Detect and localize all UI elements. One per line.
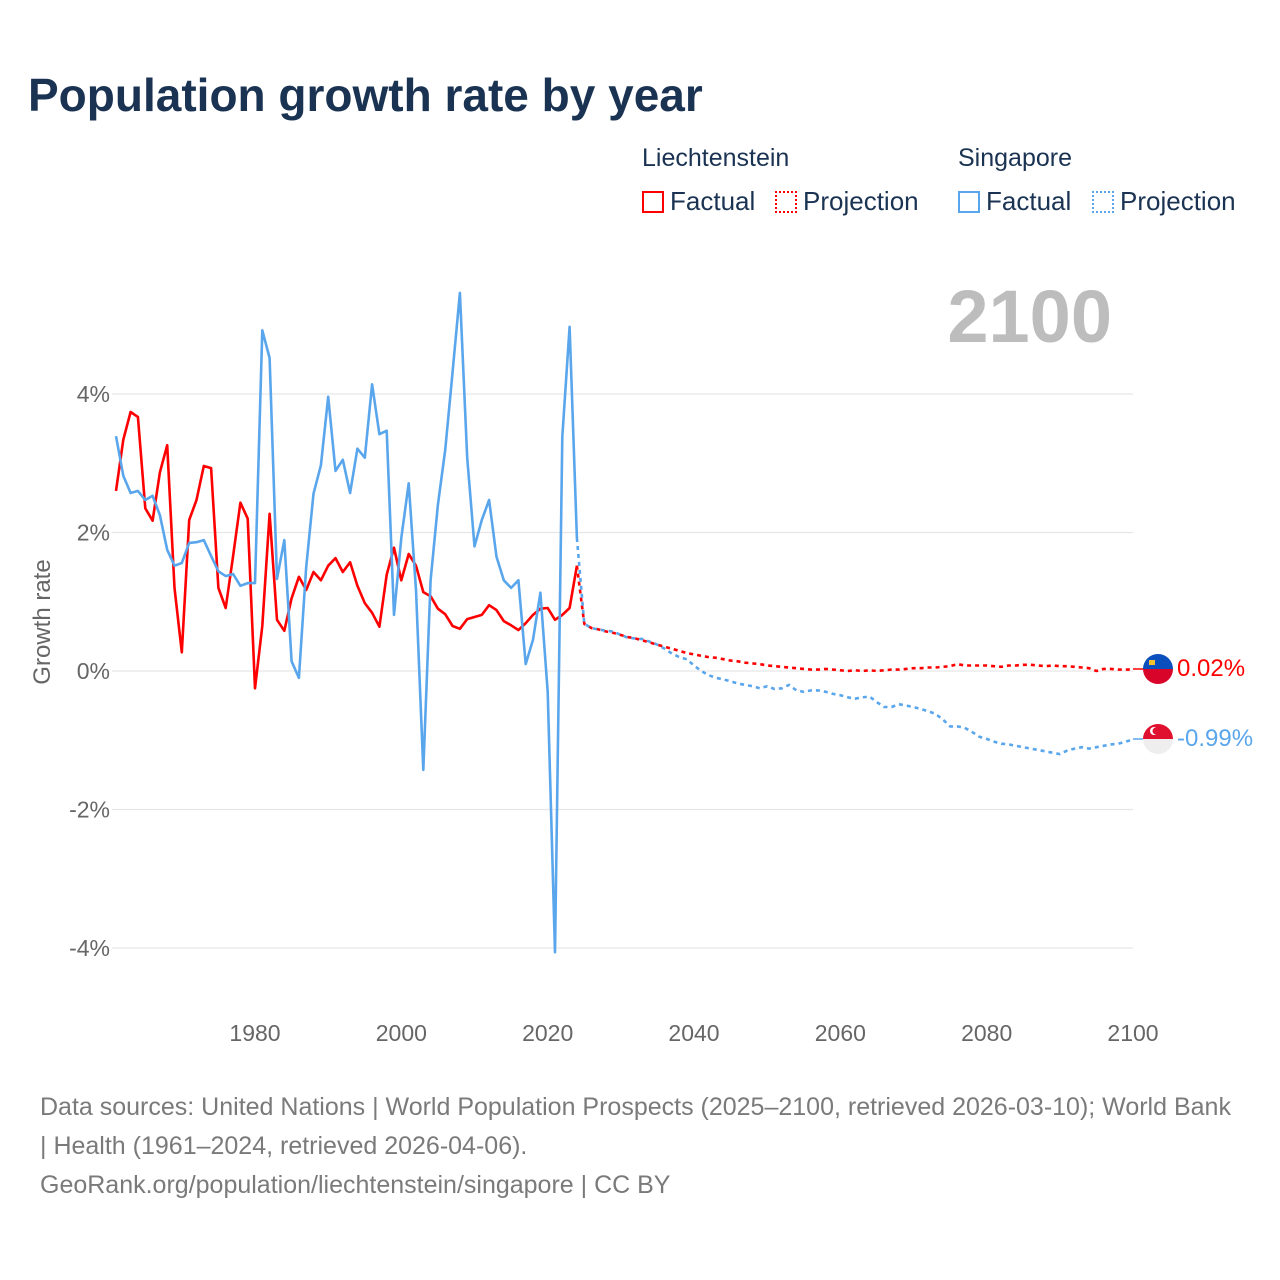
singapore-factual-line: [114, 291, 579, 954]
legend-swatch-solid-red: [642, 190, 664, 213]
legend-group-liechtenstein: Liechtenstein: [642, 144, 790, 172]
legend-label: Factual: [670, 186, 756, 216]
source-link[interactable]: GeoRank.org/population/liechtenstein/sin…: [40, 1171, 671, 1199]
legend-swatch-solid-blue: [958, 190, 980, 213]
legend-label: Factual: [986, 186, 1072, 216]
legend-swatch-dotted-blue: [1092, 190, 1114, 213]
legend-liechtenstein-projection[interactable]: Projection: [775, 186, 919, 217]
y-tick-label: 4%: [77, 381, 110, 407]
liechtenstein-flag-icon: [1143, 654, 1173, 684]
x-tick-label: 2040: [668, 1020, 719, 1046]
y-axis-label: Growth rate: [29, 559, 56, 684]
legend-label: Projection: [803, 186, 919, 216]
y-tick-label: -4%: [69, 935, 110, 961]
y-tick-label: -2%: [69, 797, 110, 823]
legend-singapore-factual[interactable]: Factual: [958, 186, 1071, 217]
liechtenstein-factual-line: [114, 410, 579, 690]
chart-title: Population growth rate by year: [28, 69, 703, 121]
x-tick-label: 2100: [1107, 1020, 1158, 1046]
liechtenstein-projection-line: [575, 565, 1133, 673]
singapore-flag-icon: [1143, 724, 1173, 754]
x-tick-label: 2020: [522, 1020, 573, 1046]
year-watermark: 2100: [947, 275, 1112, 358]
x-tick-label: 2080: [961, 1020, 1012, 1046]
x-tick-label: 2060: [815, 1020, 866, 1046]
legend-label: Projection: [1120, 186, 1236, 216]
footer: Data sources: United Nations | World Pop…: [40, 1088, 1240, 1205]
legend-singapore-projection[interactable]: Projection: [1092, 186, 1236, 217]
data-sources: Data sources: United Nations | World Pop…: [40, 1093, 1231, 1160]
singapore-end-value: -0.99%: [1177, 725, 1253, 752]
legend-group-singapore: Singapore: [958, 144, 1072, 172]
legend-swatch-dotted-red: [775, 190, 797, 213]
y-tick-label: 2%: [77, 520, 110, 546]
legend-liechtenstein-factual[interactable]: Factual: [642, 186, 755, 217]
y-tick-label: 0%: [77, 658, 110, 684]
singapore-projection-line: [575, 537, 1134, 756]
x-tick-label: 1980: [229, 1020, 280, 1046]
liechtenstein-end-value: 0.02%: [1177, 655, 1245, 682]
x-tick-label: 2000: [376, 1020, 427, 1046]
